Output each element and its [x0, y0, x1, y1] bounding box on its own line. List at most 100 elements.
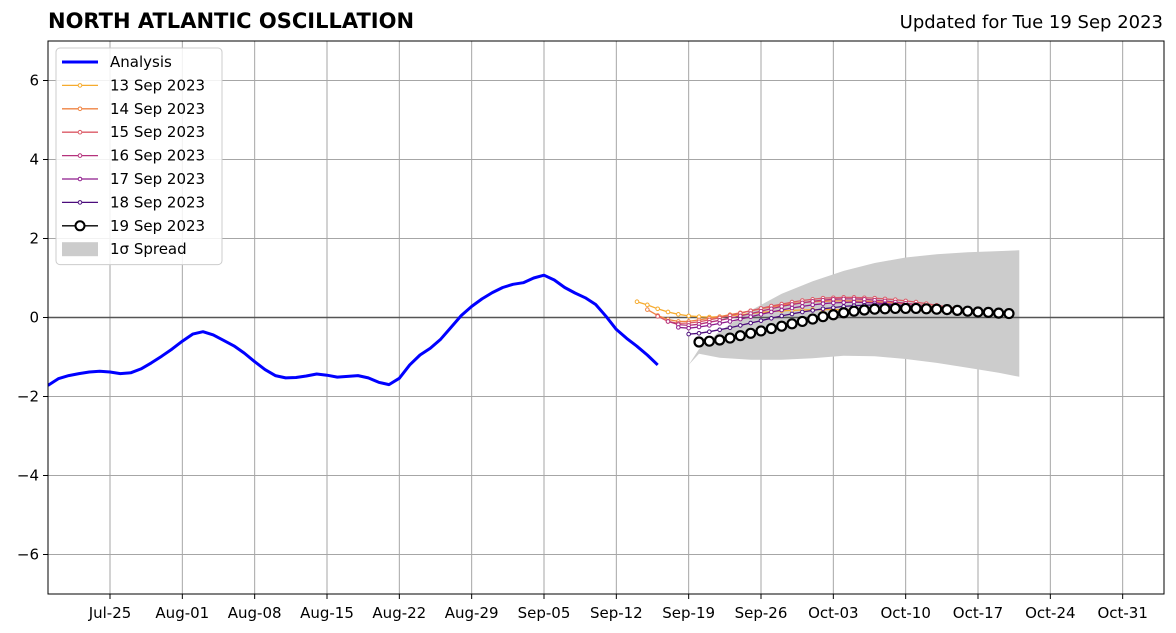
forecast-point: [703, 335, 715, 347]
forecast-point: [941, 304, 953, 316]
y-tick-label: 0: [29, 309, 39, 327]
legend-label: Analysis: [110, 53, 172, 71]
forecast-point: [779, 313, 784, 319]
legend-label: 19 Sep 2023: [110, 217, 205, 235]
forecast-point: [665, 309, 671, 315]
forecast-point: [686, 325, 691, 331]
y-tick-label: 6: [29, 72, 39, 90]
forecast-point: [1003, 307, 1015, 320]
forecast-point: [800, 309, 805, 315]
forecast-point: [769, 309, 774, 315]
forecast-point: [789, 305, 795, 311]
legend-box: [55, 47, 223, 266]
forecast-point: [810, 302, 815, 308]
forecast-point: [800, 304, 805, 309]
forecast-point: [755, 325, 767, 337]
y-tick-label: −2: [17, 388, 39, 406]
forecast-point: [693, 336, 705, 348]
forecast-point: [748, 320, 753, 326]
legend-item: 13 Sep 2023: [62, 76, 205, 94]
forecast-point: [786, 318, 798, 330]
forecast-point: [717, 321, 722, 326]
forecast-point: [714, 334, 726, 346]
forecast-point: [676, 312, 681, 317]
forecast-point: [820, 306, 826, 312]
forecast-point: [879, 303, 891, 315]
forecast-point: [900, 302, 912, 315]
legend-label: 17 Sep 2023: [110, 170, 205, 188]
forecast-point: [779, 307, 784, 313]
legend-label: 13 Sep 2023: [110, 76, 205, 94]
forecast-point: [655, 306, 660, 312]
legend-item: 1σ Spread: [62, 240, 187, 258]
forecast-point: [910, 302, 922, 315]
forecast-point: [831, 305, 836, 310]
forecast-point: [951, 304, 963, 316]
forecast-point: [972, 306, 984, 318]
forecast-point: [727, 319, 733, 324]
forecast-point: [931, 303, 943, 315]
forecast-point: [665, 319, 671, 324]
forecast-point: [645, 307, 650, 312]
forecast-point: [889, 302, 901, 315]
x-tick-label: Oct-17: [953, 604, 1003, 622]
forecast-point: [748, 314, 753, 320]
x-tick-label: Sep-26: [735, 604, 788, 622]
legend-label: 18 Sep 2023: [110, 193, 205, 211]
forecast-point: [848, 305, 860, 317]
legend-marker: [77, 106, 83, 112]
legend-item: 17 Sep 2023: [62, 170, 205, 188]
legend-item: 15 Sep 2023: [62, 123, 205, 141]
forecast-point: [707, 323, 712, 328]
series: [48, 273, 1015, 387]
forecast-point: [820, 301, 826, 306]
legend-marker: [77, 200, 83, 205]
forecast-point: [920, 303, 932, 315]
forecast-point: [645, 302, 650, 308]
legend-swatch: [62, 242, 98, 257]
y-tick-label: −6: [17, 546, 39, 564]
forecast-point: [982, 306, 994, 318]
forecast-point: [817, 311, 829, 323]
forecast-point: [858, 304, 870, 316]
legend-marker: [74, 220, 86, 232]
forecast-point: [655, 314, 660, 319]
forecast-point: [738, 323, 743, 328]
forecast-point: [758, 318, 764, 323]
forecast-point: [686, 331, 691, 337]
y-tick-label: 2: [29, 230, 39, 248]
forecast-point: [724, 332, 736, 344]
forecast-point: [810, 308, 815, 313]
chart-subtitle: Updated for Tue 19 Sep 2023: [899, 12, 1163, 33]
legend-item: Analysis: [62, 53, 172, 71]
legend-item: 19 Sep 2023: [62, 217, 205, 235]
legend-marker: [77, 176, 83, 182]
legend-item: 16 Sep 2023: [62, 147, 205, 165]
x-tick-label: Oct-24: [1025, 604, 1075, 622]
x-tick-label: Aug-22: [372, 604, 426, 622]
forecast-point: [634, 299, 640, 305]
legend-item: 18 Sep 2023: [62, 193, 205, 211]
x-tick-label: Aug-08: [228, 604, 282, 622]
x-tick-label: Sep-19: [662, 604, 715, 622]
forecast-point: [758, 312, 764, 317]
forecast-point: [696, 331, 702, 336]
x-tick-label: Sep-12: [590, 604, 643, 622]
forecast-point: [869, 303, 881, 315]
forecast-point: [769, 315, 774, 321]
forecast-point: [776, 320, 788, 332]
legend-marker: [77, 83, 83, 88]
y-axis: 6 4 2 0 −2 −4 −6: [17, 72, 48, 564]
chart-title: NORTH ATLANTIC OSCILLATION: [48, 9, 415, 33]
forecast-point: [734, 330, 746, 342]
forecast-point: [727, 325, 733, 331]
y-tick-label: −4: [17, 467, 39, 485]
x-tick-label: Oct-31: [1097, 604, 1147, 622]
analysis-line: [48, 273, 659, 387]
x-tick-label: Jul-25: [88, 604, 132, 622]
forecast-point: [738, 316, 743, 322]
legend-label: 1σ Spread: [110, 240, 187, 258]
forecast-point: [841, 300, 846, 305]
x-tick-label: Oct-03: [808, 604, 858, 622]
